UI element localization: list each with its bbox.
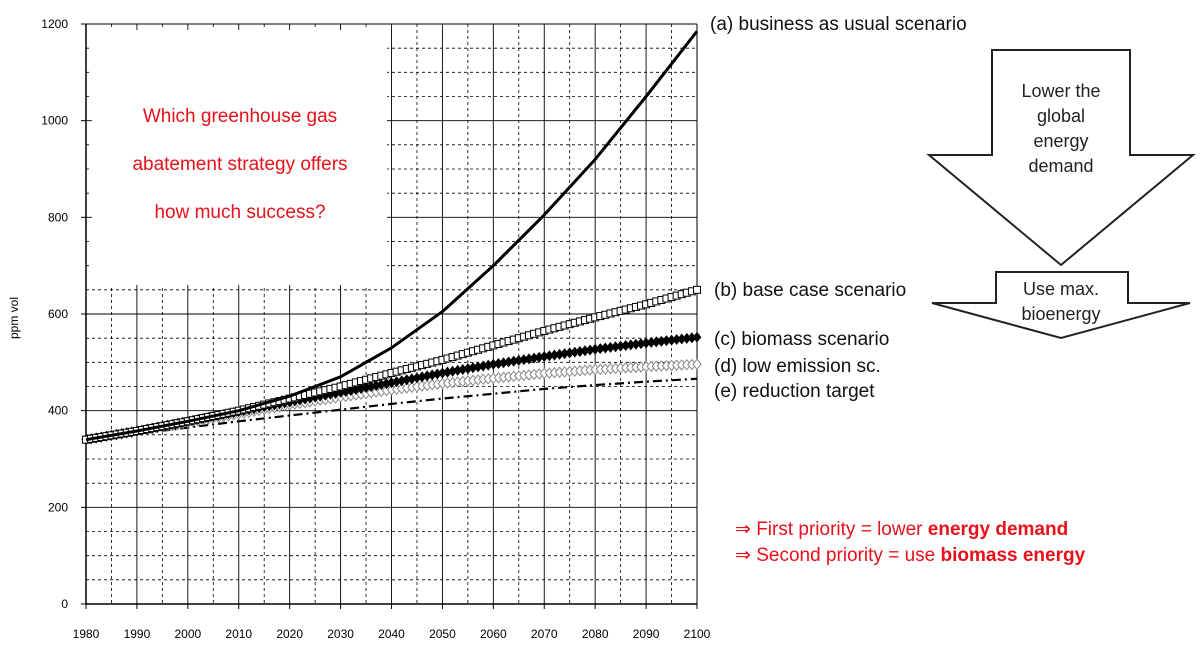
x-tick-label: 2050 [429,627,456,641]
series-label-d: (d) low emission sc. [714,356,881,377]
question-line-2: abatement strategy offers [132,154,347,175]
x-tick-label: 2060 [480,627,507,641]
data-point [692,331,702,343]
question-line-1: Which greenhouse gas [143,106,337,127]
x-tick-label: 2030 [327,627,354,641]
priority-1-bold: energy demand [928,519,1068,540]
series-label-c: (c) biomass scenario [714,329,889,350]
x-tick-label: 1980 [73,627,100,641]
y-tick-label: 0 [61,597,68,611]
question-box [92,30,387,285]
x-tick-label: 2010 [225,627,252,641]
x-tick-label: 2040 [378,627,405,641]
y-tick-label: 800 [48,210,68,224]
priority-1-prefix: First priority = lower [751,519,928,540]
y-tick-label: 600 [48,307,68,321]
arrow-top-line-3: energy [1033,131,1088,151]
axes [81,23,698,609]
x-tick-label: 2070 [531,627,558,641]
y-tick-label: 400 [48,404,68,418]
priority-line-2: ⇒ Second priority = use biomass energy [735,545,1086,566]
tick-labels: 0 200 400 600 800 1000 1200 1980 1990 2000 2010 202… [41,17,710,641]
lower-demand-arrow [926,49,1196,267]
data-point [693,285,701,294]
arrow-bottom-line-2: bioenergy [1021,304,1100,324]
data-point [692,358,702,371]
max-bioenergy-arrow [931,271,1191,340]
arrow-bottom-line-1: Use max. [1023,279,1099,299]
x-tick-label: 2020 [276,627,303,641]
question-line-3: how much success? [154,202,325,223]
x-tick-label: 2080 [582,627,609,641]
y-tick-label: 1200 [41,17,68,31]
priority-2-prefix: Second priority = use [751,545,941,566]
x-tick-label: 1990 [124,627,151,641]
y-tick-label: 1000 [41,114,68,128]
priority-2-arrow: ⇒ [735,545,751,566]
y-axis-label: ppm vol [7,297,21,339]
priority-line-1: ⇒ First priority = lower energy demand [735,519,1068,540]
series-line [85,30,699,442]
priority-2-bold: biomass energy [941,545,1086,566]
series [81,30,702,446]
arrow-top-line-2: global [1037,106,1085,126]
y-tick-label: 200 [48,500,68,514]
x-tick-label: 2000 [174,627,201,641]
arrow-top-line-4: demand [1028,156,1093,176]
series-label-a: (a) business as usual scenario [710,14,967,35]
x-tick-label: 2100 [684,627,711,641]
x-tick-label: 2090 [633,627,660,641]
priority-1-arrow: ⇒ [735,519,751,540]
series-label-e: (e) reduction target [714,381,875,402]
series-label-b: (b) base case scenario [714,280,906,301]
arrow-top-line-1: Lower the [1021,81,1100,101]
